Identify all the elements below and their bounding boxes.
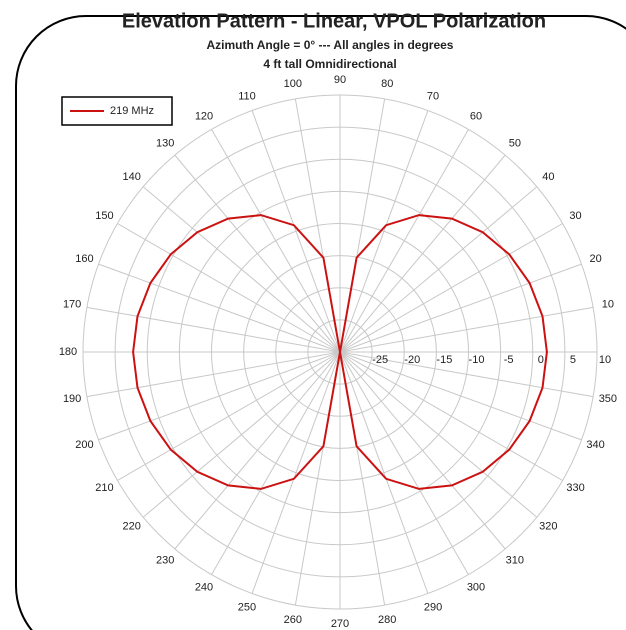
r-tick-label: 0 bbox=[538, 354, 544, 366]
r-tick-label: -15 bbox=[436, 354, 452, 366]
theta-tick-label: 30 bbox=[569, 210, 581, 222]
theta-tick-label: 180 bbox=[59, 346, 77, 358]
theta-tick-label: 130 bbox=[156, 138, 174, 150]
chart-subtitle: Azimuth Angle = 0° --- All angles in deg… bbox=[207, 38, 454, 52]
theta-tick-label: 250 bbox=[238, 602, 256, 614]
theta-tick-label: 300 bbox=[467, 581, 485, 593]
grid-circle bbox=[307, 319, 373, 385]
theta-tick-label: 310 bbox=[506, 554, 524, 566]
theta-tick-label: 320 bbox=[539, 521, 557, 533]
theta-tick-label: 60 bbox=[470, 110, 482, 122]
theta-tick-label: 110 bbox=[238, 90, 256, 102]
theta-tick-label: 230 bbox=[156, 554, 174, 566]
theta-tick-label: 80 bbox=[381, 78, 393, 90]
theta-tick-label: 340 bbox=[586, 439, 604, 451]
r-tick-label: 10 bbox=[599, 354, 611, 366]
theta-tick-label: 150 bbox=[95, 210, 113, 222]
theta-tick-label: 210 bbox=[95, 482, 113, 494]
theta-tick-label: 90 bbox=[334, 74, 346, 86]
r-tick-label: -25 bbox=[372, 354, 388, 366]
theta-tick-label: 20 bbox=[589, 253, 601, 265]
theta-tick-label: 240 bbox=[195, 581, 213, 593]
theta-tick-label: 350 bbox=[599, 393, 617, 405]
theta-tick-label: 270 bbox=[331, 618, 349, 630]
theta-tick-label: 40 bbox=[542, 171, 554, 183]
legend-label: 219 MHz bbox=[110, 105, 154, 117]
grid-circle bbox=[275, 287, 405, 417]
theta-tick-label: 100 bbox=[284, 78, 302, 90]
grid-circle bbox=[82, 94, 598, 610]
theta-tick-label: 190 bbox=[63, 393, 81, 405]
legend-box bbox=[61, 96, 173, 126]
theta-tick-label: 220 bbox=[122, 521, 140, 533]
theta-tick-label: 260 bbox=[284, 614, 302, 626]
chart-title: Elevation Pattern - Linear, VPOL Polariz… bbox=[122, 10, 546, 32]
theta-tick-label: 170 bbox=[63, 299, 81, 311]
r-tick-label: 5 bbox=[570, 354, 576, 366]
theta-tick-label: 120 bbox=[195, 110, 213, 122]
theta-tick-label: 160 bbox=[75, 253, 93, 265]
grid-circle bbox=[146, 158, 534, 546]
theta-tick-label: 280 bbox=[378, 614, 396, 626]
theta-tick-label: 290 bbox=[424, 602, 442, 614]
series-line bbox=[132, 214, 548, 490]
annotation: 4 ft tall Omnidirectional bbox=[263, 57, 396, 71]
r-tick-label: -20 bbox=[404, 354, 420, 366]
theta-tick-label: 330 bbox=[566, 482, 584, 494]
grid-circle bbox=[211, 223, 469, 481]
theta-tick-label: 70 bbox=[427, 90, 439, 102]
grid-circle bbox=[114, 126, 566, 578]
theta-tick-label: 10 bbox=[602, 299, 614, 311]
grid-circle bbox=[178, 190, 502, 514]
r-tick-label: -5 bbox=[504, 354, 514, 366]
theta-tick-label: 200 bbox=[75, 439, 93, 451]
theta-tick-label: 50 bbox=[509, 138, 521, 150]
grid-circle bbox=[243, 255, 437, 449]
frame bbox=[15, 15, 626, 630]
r-tick-label: -10 bbox=[469, 354, 485, 366]
theta-tick-label: 140 bbox=[122, 171, 140, 183]
legend: 219 MHz bbox=[61, 96, 173, 126]
